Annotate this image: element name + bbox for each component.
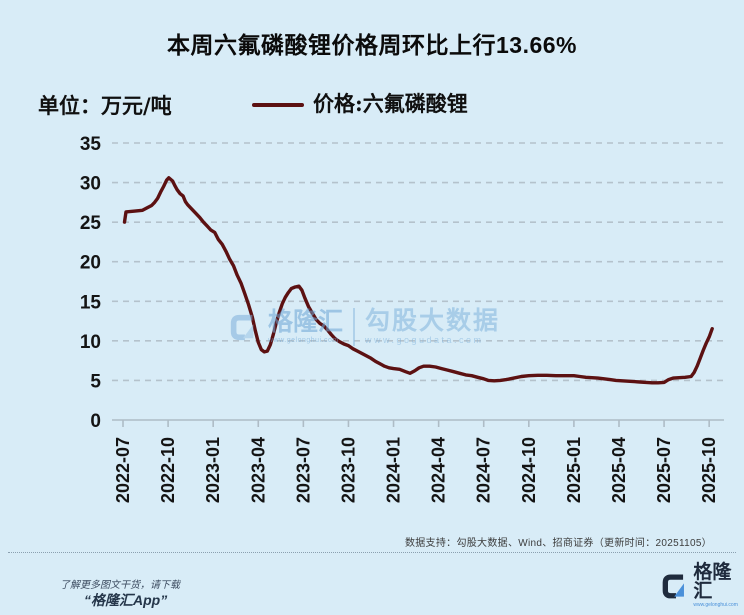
x-tick-label: 2025-07 — [654, 437, 674, 503]
y-tick-label: 10 — [80, 332, 101, 353]
x-tick-label: 2024-01 — [384, 437, 404, 503]
chart-title: 本周六氟磷酸锂价格周环比上行13.66% — [166, 32, 577, 58]
y-tick-label: 25 — [80, 213, 102, 234]
y-tick-label: 30 — [80, 174, 101, 195]
gelonghui-logo-icon — [662, 573, 684, 598]
y-axis-unit-label: 单位：万元/吨 — [38, 93, 172, 118]
x-tick-label: 2024-10 — [519, 437, 539, 503]
y-tick-label: 20 — [80, 253, 101, 274]
footer-divider — [8, 552, 736, 553]
x-tick-label: 2025-10 — [699, 437, 719, 503]
footer-brand-url: www.gelonghui.com — [693, 602, 738, 608]
legend-line-swatch — [252, 103, 304, 107]
x-tick-label: 2025-04 — [609, 437, 629, 503]
footer-logo: 格隆汇 www.gelonghui.com — [660, 563, 744, 608]
x-tick-label: 2023-07 — [293, 437, 313, 503]
x-tick-label: 2023-10 — [338, 437, 358, 503]
legend: 价格:六氟磷酸锂 — [252, 88, 468, 118]
x-tick-label: 2024-04 — [429, 437, 449, 503]
y-tick-label: 0 — [90, 411, 101, 432]
x-tick-label: 2023-01 — [203, 437, 223, 503]
data-source-note: 数据支持：勾股大数据、Wind、招商证券（更新时间：20251105） — [404, 538, 712, 549]
y-tick-label: 15 — [80, 292, 102, 313]
y-tick-label: 5 — [90, 371, 101, 392]
footer-promo-text: 了解更多图文干货，请下载 — [60, 580, 180, 591]
footer-brand-text: 格隆汇 — [693, 562, 732, 602]
footer-brand-block: 格隆汇 www.gelonghui.com — [693, 563, 744, 608]
x-tick-label: 2023-04 — [248, 437, 268, 503]
legend-label: 价格:六氟磷酸锂 — [313, 91, 468, 116]
x-tick-label: 2022-07 — [113, 437, 133, 503]
price-line — [122, 176, 714, 385]
footer-app-name: “格隆汇App” — [84, 592, 168, 608]
x-tick-label: 2025-01 — [564, 437, 584, 503]
x-tick-label: 2024-07 — [474, 437, 494, 503]
y-tick-label: 35 — [80, 134, 102, 155]
x-tick-label: 2022-10 — [158, 437, 178, 503]
